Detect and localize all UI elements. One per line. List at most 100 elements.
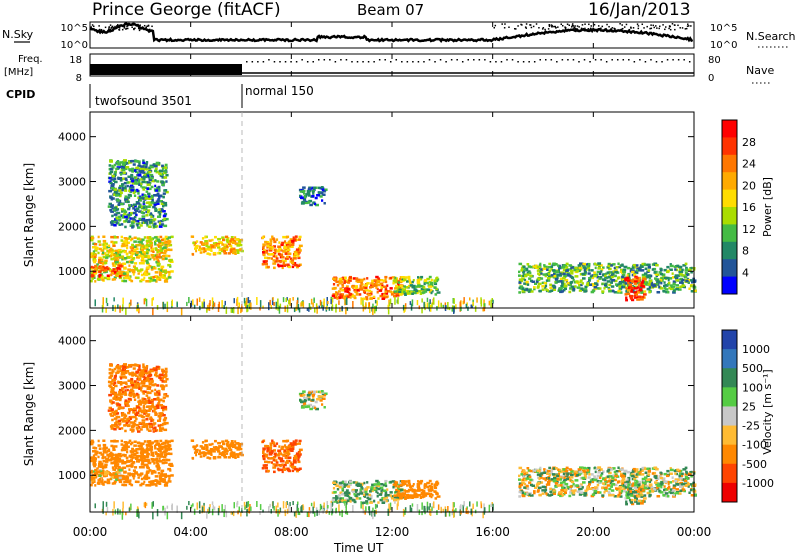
nsky-label: N.Sky [2, 28, 34, 41]
power-cell [312, 201, 316, 204]
power-cell [356, 278, 361, 282]
power-cell [631, 280, 635, 283]
velocity-cell [384, 479, 388, 483]
nsearch-point [637, 27, 640, 30]
velocity-cell [141, 448, 145, 452]
power-cell [675, 287, 679, 291]
velocity-cell [145, 365, 149, 368]
velocity-cell [162, 371, 165, 374]
power-cell [137, 192, 140, 195]
velocity-cell [307, 405, 310, 408]
velocity-cell [131, 472, 136, 476]
power-cell [125, 271, 129, 274]
power-cell [139, 171, 143, 174]
power-cell [608, 273, 611, 276]
power-cell [207, 248, 211, 251]
velocity-cell [143, 390, 147, 393]
nsearch-point [571, 23, 574, 25]
power-cell [270, 246, 274, 249]
power-cell [362, 286, 366, 289]
velocity-cell [167, 448, 171, 451]
power-cell [279, 255, 282, 259]
nave-point [495, 61, 497, 63]
velocity-cell [379, 498, 383, 502]
power-cell [594, 266, 597, 270]
power-cell [620, 280, 625, 284]
power-cell [583, 290, 587, 293]
velocity-cell [124, 446, 128, 449]
power-cell [518, 281, 522, 284]
velocity-cell [92, 450, 96, 453]
power-cell [423, 282, 426, 286]
velocity-cell [96, 450, 99, 454]
velocity-cell [121, 392, 124, 396]
velocity-cell [98, 451, 102, 455]
nsky-tick-high: 10^5 [61, 23, 88, 34]
power-cell [542, 267, 547, 270]
power-cell [628, 283, 633, 286]
nave-point [600, 59, 602, 61]
velocity-cell [99, 462, 104, 466]
power-cell [192, 235, 195, 238]
velocity-cell [114, 460, 119, 464]
power-cell [417, 290, 422, 293]
power-cell [268, 253, 272, 256]
velocity-cell [125, 421, 129, 425]
velocity-cell [111, 378, 115, 382]
power-cell [339, 293, 342, 296]
velocity-cell [127, 472, 132, 475]
nsearch-point [508, 26, 510, 28]
velocity-cell [126, 460, 131, 463]
velocity-cell [291, 469, 295, 473]
power-cell [129, 177, 134, 180]
power-cell [345, 307, 347, 315]
power-cell [607, 287, 611, 290]
power-cell [368, 293, 372, 297]
velocity-cell [126, 450, 129, 454]
power-cell [633, 282, 637, 285]
power-cell [647, 265, 651, 268]
power-cell [124, 242, 128, 245]
velocity-cell [231, 455, 236, 459]
power-cell [364, 286, 368, 289]
power-cell [114, 171, 117, 174]
velocity-cell [155, 452, 158, 455]
power-cell [379, 282, 384, 285]
nave-point [545, 59, 547, 61]
velocity-cell [150, 419, 153, 423]
power-cell [690, 266, 693, 270]
power-cell [90, 274, 94, 277]
velocity-cell [160, 427, 165, 430]
power-cell [383, 279, 386, 282]
velocity-cell [123, 461, 128, 464]
velocity-cell [123, 363, 127, 366]
nsearch-point [623, 26, 626, 28]
power-cell [672, 291, 676, 294]
nsearch-point [690, 25, 692, 27]
power-cell [361, 283, 364, 286]
power-cell [110, 240, 114, 244]
velocity-cell [153, 368, 158, 372]
power-cell [158, 208, 161, 211]
nsearch-point [108, 29, 111, 31]
nave-point [345, 59, 348, 61]
velocity-cell [133, 444, 137, 447]
power-cell [293, 262, 297, 265]
nsearch-point [138, 27, 140, 30]
velocity-cell [98, 474, 102, 477]
power-cell [320, 191, 324, 194]
power-cell [596, 276, 600, 279]
power-cell [373, 284, 378, 288]
nave-point [561, 59, 564, 61]
power-cell [331, 294, 335, 298]
power-cell [557, 269, 560, 272]
power-cell [138, 243, 142, 247]
power-cell [104, 243, 107, 247]
nave-point [295, 61, 298, 63]
power-cell [114, 260, 119, 264]
nave-point [572, 59, 575, 61]
power-cell [124, 185, 127, 188]
power-cell [363, 291, 366, 294]
power-cell [129, 185, 132, 189]
power-cell [170, 235, 174, 239]
